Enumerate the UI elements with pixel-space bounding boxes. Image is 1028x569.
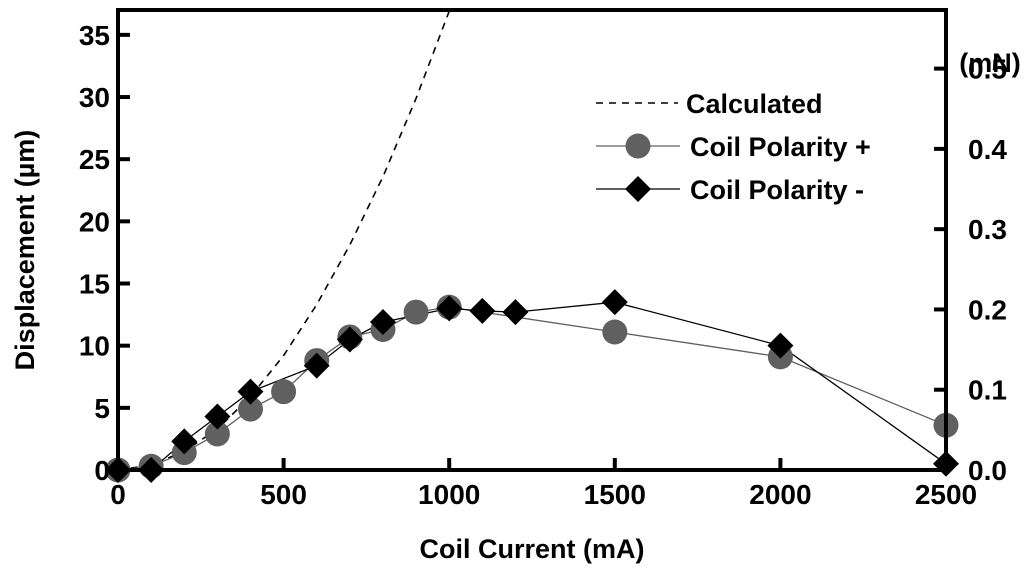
point-coil-polarity-plus xyxy=(271,379,297,405)
legend: Calculated Coil Polarity + Coil Polarity - xyxy=(596,89,871,205)
x-tick-label: 1000 xyxy=(418,479,480,510)
point-coil-polarity-plus xyxy=(204,421,230,447)
x-tick-label: 0 xyxy=(110,479,126,510)
plot-area xyxy=(105,10,959,483)
y-tick-label: 0 xyxy=(94,455,110,486)
y-tick-label: 15 xyxy=(79,269,110,300)
point-coil-polarity-minus xyxy=(601,289,628,316)
point-coil-polarity-plus xyxy=(403,299,429,325)
y-tick-label: 10 xyxy=(79,331,110,362)
point-coil-polarity-minus xyxy=(171,428,198,455)
point-coil-polarity-minus xyxy=(767,332,794,359)
point-coil-polarity-minus xyxy=(469,297,496,324)
y-tick-label: 30 xyxy=(79,82,110,113)
right-axis-title: (mN) xyxy=(959,48,1021,78)
y-tick-label: 5 xyxy=(94,393,110,424)
point-coil-polarity-minus xyxy=(436,295,463,322)
point-coil-polarity-minus xyxy=(303,352,330,379)
y-tick-label: 25 xyxy=(79,144,110,175)
y-axis-title: Displacement (µm) xyxy=(10,130,40,371)
point-coil-polarity-minus xyxy=(204,403,231,430)
legend-swatch-circle xyxy=(625,133,651,159)
legend-label-calculated: Calculated xyxy=(686,89,823,119)
x-tick-label: 2500 xyxy=(915,479,977,510)
point-coil-polarity-minus xyxy=(502,299,529,326)
point-coil-polarity-minus xyxy=(369,309,396,336)
right-tick-label: 0.1 xyxy=(968,375,1007,406)
x-axis-title: Coil Current (mA) xyxy=(420,534,645,564)
axes: 0 500 1000 1500 2000 2500 0 5 10 15 20 25 30 35 0.0 0.1… xyxy=(79,8,1007,510)
y-tick-label: 20 xyxy=(79,206,110,237)
x-tick-label: 1500 xyxy=(584,479,646,510)
legend-label-coil-polarity-minus: Coil Polarity - xyxy=(690,175,864,205)
right-tick-label: 0.3 xyxy=(968,214,1007,245)
x-tick-label: 500 xyxy=(260,479,307,510)
legend-label-coil-polarity-plus: Coil Polarity + xyxy=(690,132,871,162)
right-tick-label: 0.5 xyxy=(968,54,1007,85)
x-tick-label: 2000 xyxy=(749,479,811,510)
plot-frame xyxy=(116,8,948,472)
point-coil-polarity-plus xyxy=(237,396,263,422)
right-tick-label: 0.0 xyxy=(968,455,1007,486)
point-coil-polarity-minus xyxy=(336,326,363,353)
series-line-coil-polarity-minus xyxy=(118,301,946,470)
point-coil-polarity-minus xyxy=(237,378,264,405)
right-tick-label: 0.2 xyxy=(968,294,1007,325)
right-tick-label: 0.4 xyxy=(968,134,1007,165)
point-coil-polarity-plus xyxy=(602,319,628,345)
legend-swatch-diamond xyxy=(625,176,651,202)
y-tick-label: 35 xyxy=(79,20,110,51)
